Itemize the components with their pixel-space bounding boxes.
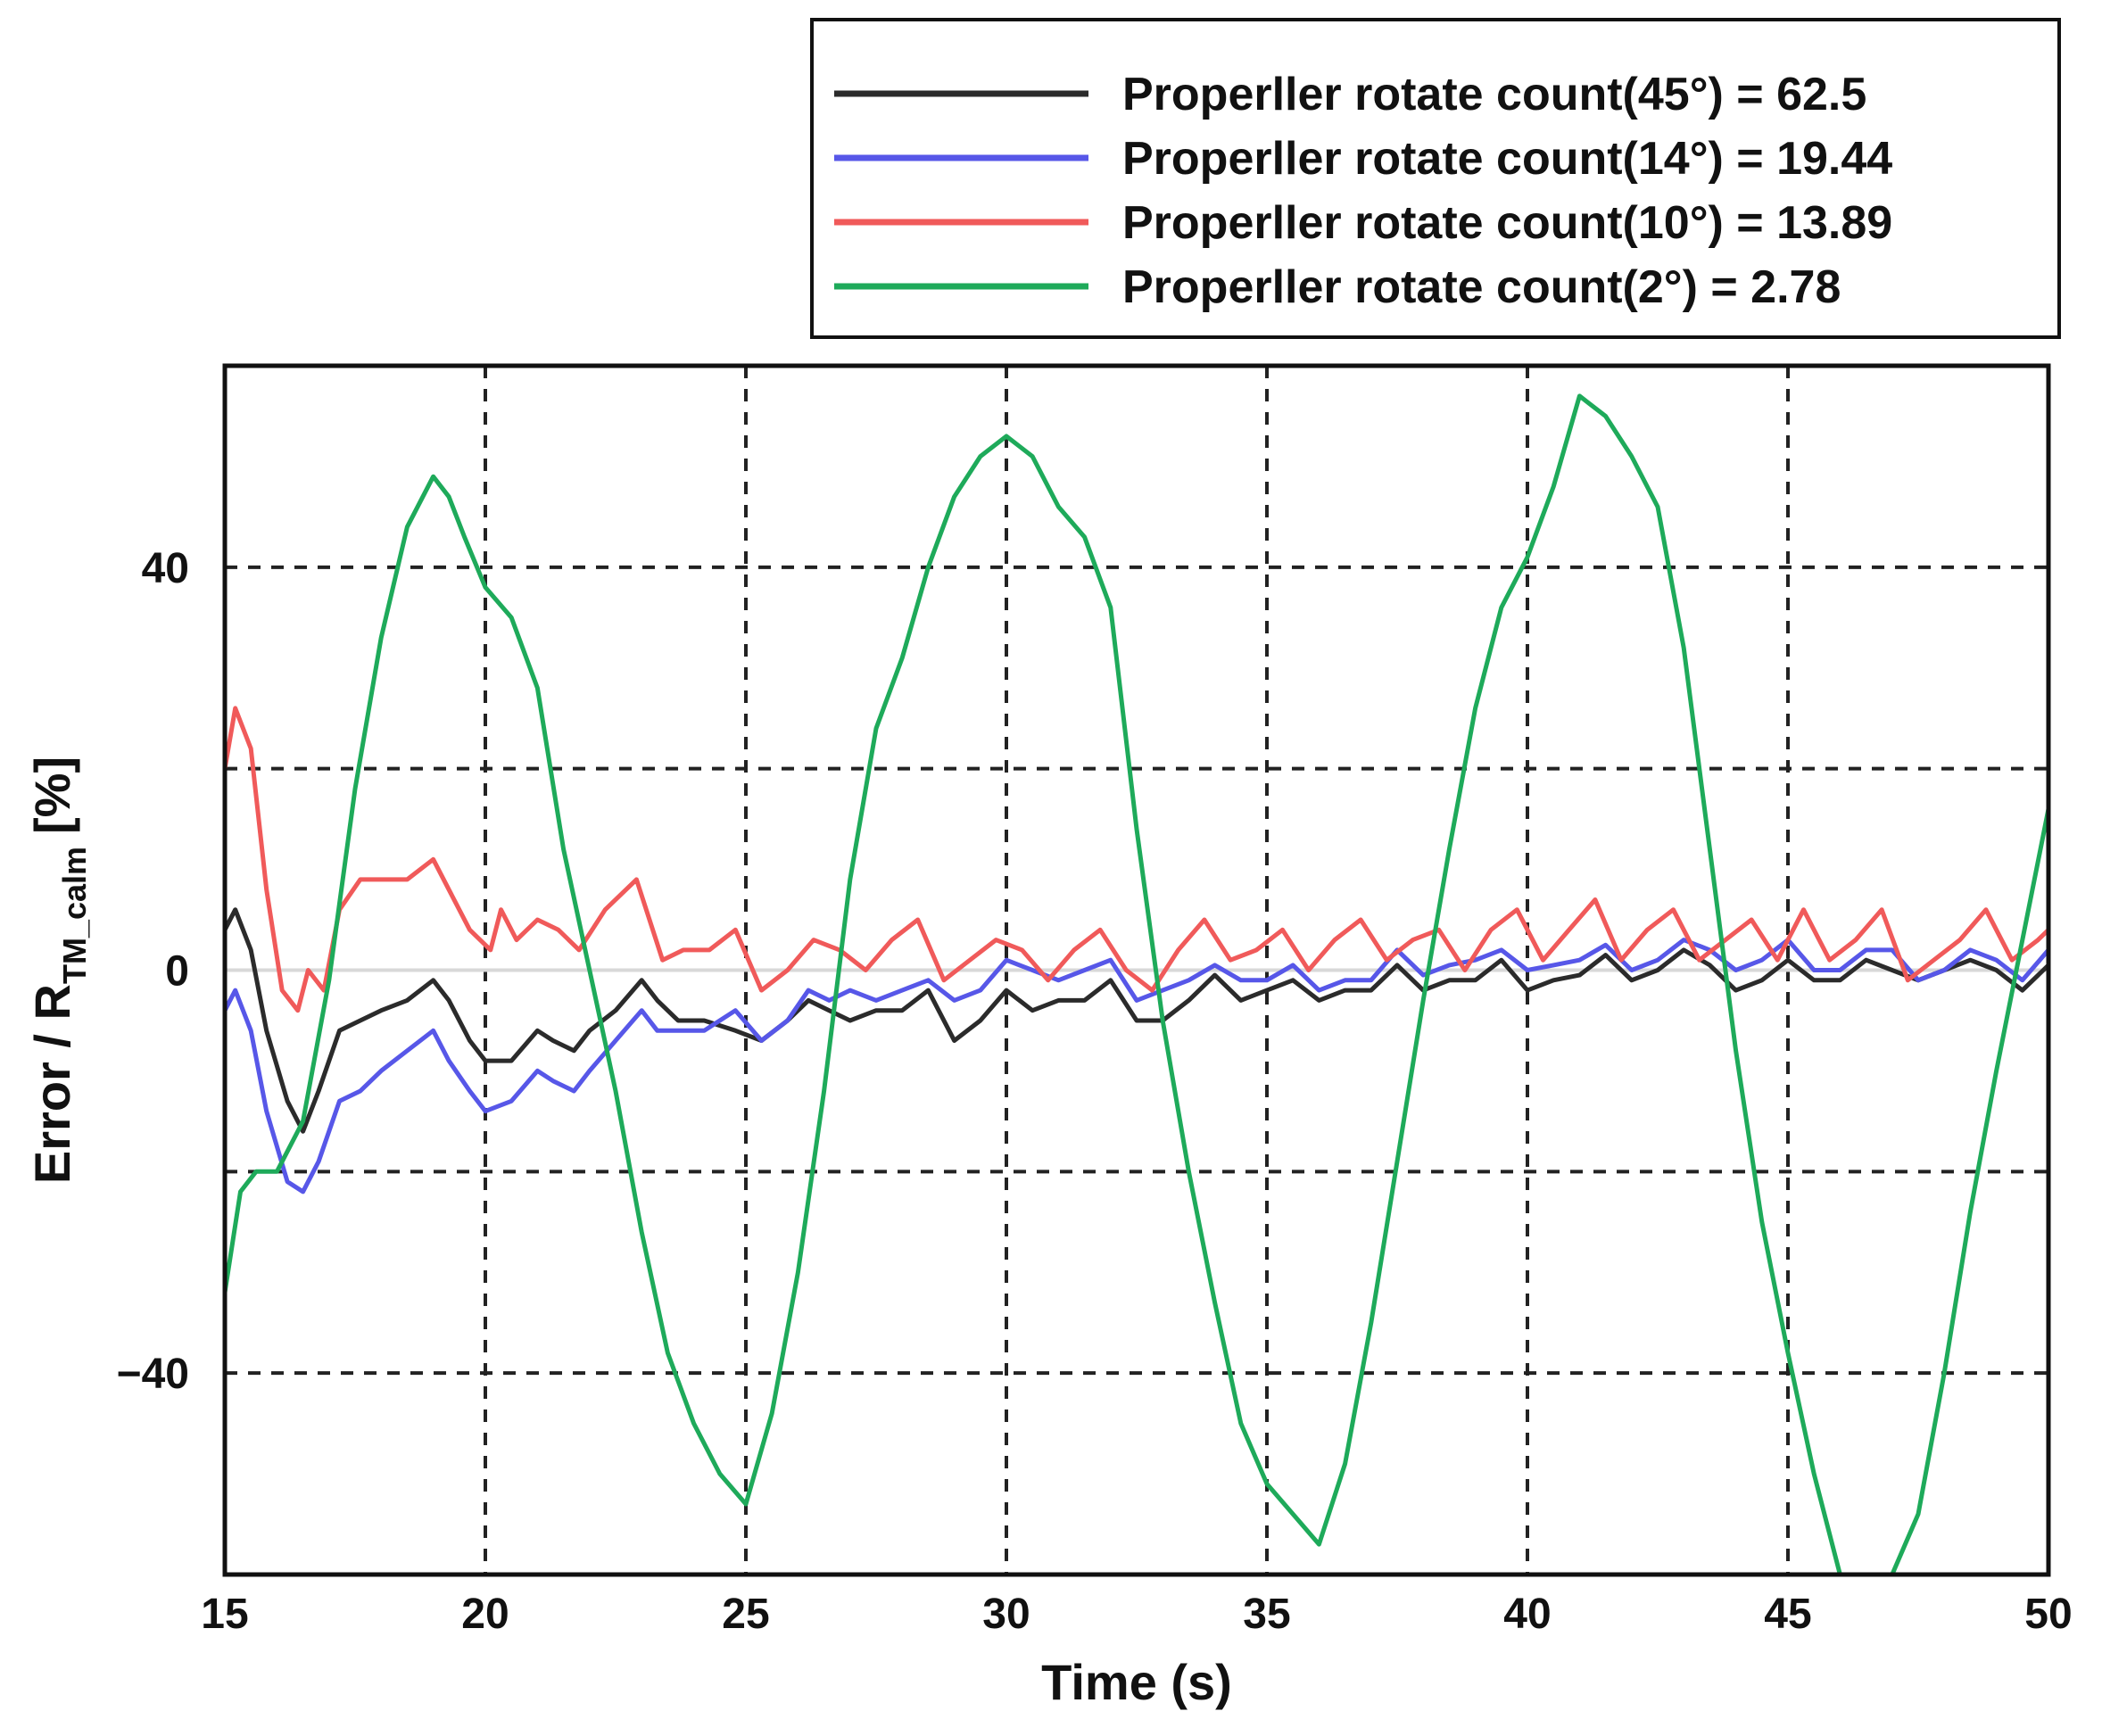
x-tick-label: 25 bbox=[722, 1591, 769, 1638]
series-line-3 bbox=[225, 706, 2048, 1013]
plot-series bbox=[225, 393, 2048, 1575]
x-tick-label: 15 bbox=[201, 1591, 248, 1638]
legend-label: Properller rotate count(10°) = 13.89 bbox=[1122, 197, 1892, 249]
plot-area-frame bbox=[222, 363, 2051, 1577]
y-axis-title-unit: [%] bbox=[24, 756, 80, 834]
x-axis-ticks: 15 20 25 30 35 40 45 50 bbox=[201, 1591, 2072, 1638]
legend-label: Properller rotate count(45°) = 62.5 bbox=[1122, 69, 1866, 120]
x-tick-label: 45 bbox=[1764, 1591, 1811, 1638]
x-axis-title: Time (s) bbox=[1041, 1654, 1232, 1710]
legend-label: Properller rotate count(14°) = 19.44 bbox=[1122, 133, 1892, 185]
x-tick-label: 40 bbox=[1503, 1591, 1551, 1638]
y-axis-title-subscript: TM_calm bbox=[56, 847, 93, 984]
y-tick-label: −40 bbox=[117, 1351, 189, 1398]
y-tick-label: 0 bbox=[165, 948, 189, 996]
x-tick-label: 30 bbox=[982, 1591, 1030, 1638]
series-line-2 bbox=[225, 938, 2048, 1195]
y-axis-ticks: 40 0 −40 bbox=[117, 545, 189, 1398]
y-tick-label: 40 bbox=[142, 545, 189, 592]
y-axis-title-main: Error / R bbox=[24, 984, 80, 1184]
x-tick-label: 50 bbox=[2024, 1591, 2072, 1638]
series-line-4 bbox=[225, 393, 2048, 1575]
series-line-1 bbox=[225, 907, 2048, 1134]
legend: Properller rotate count(45°) = 62.5 Prope… bbox=[810, 18, 2061, 339]
y-axis-title: Error / RTM_calm [%] bbox=[24, 756, 93, 1184]
x-tick-label: 20 bbox=[461, 1591, 509, 1638]
grid-lines bbox=[225, 366, 2048, 1575]
x-tick-label: 35 bbox=[1243, 1591, 1290, 1638]
legend-label: Properller rotate count(2°) = 2.78 bbox=[1122, 261, 1841, 313]
